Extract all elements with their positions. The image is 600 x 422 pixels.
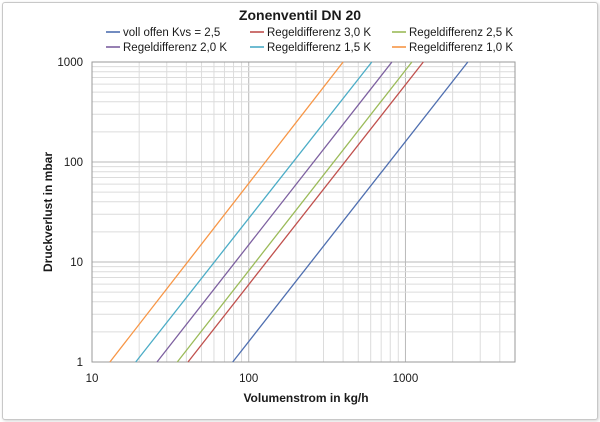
series-line-regeldifferenz-2-5-k	[176, 61, 413, 363]
y-tick-label: 1	[77, 357, 83, 369]
plot-area	[91, 61, 516, 363]
x-axis-title: Volumenstrom in kg/h	[243, 391, 368, 405]
legend: voll offen Kvs = 2,5 Regeldifferenz 3,0 K…	[106, 27, 513, 54]
series-line-regeldifferenz-1-5-k	[135, 61, 373, 363]
legend-label-voll-offen-kvs-2-5: voll offen Kvs = 2,5	[123, 27, 220, 39]
series-lines	[109, 61, 469, 363]
legend-label-regeldifferenz-2-0-k: Regeldifferenz 2,0 K	[123, 42, 227, 54]
legend-label-regeldifferenz-1-0-k: Regeldifferenz 1,0 K	[409, 42, 513, 54]
y-tick-label: 10	[70, 257, 83, 269]
series-line-voll-offen-kvs-2-5	[232, 61, 469, 363]
y-tick-label: 100	[64, 157, 83, 169]
y-tick-labels: 1 10 100 1000	[57, 57, 83, 369]
series-line-regeldifferenz-1-0-k	[109, 61, 344, 363]
chart-title: Zonenventil DN 20	[239, 7, 361, 23]
legend-label-regeldifferenz-1-5-k: Regeldifferenz 1,5 K	[267, 42, 371, 54]
x-tick-label: 10	[86, 373, 99, 385]
x-tick-labels: 10 100 1000	[86, 373, 419, 385]
x-tick-label: 100	[239, 373, 258, 385]
legend-label-regeldifferenz-3-0-k: Regeldifferenz 3,0 K	[267, 27, 371, 39]
series-line-regeldifferenz-3-0-k	[187, 61, 424, 363]
y-axis-title: Druckverlust in mbar	[41, 152, 55, 272]
y-tick-label: 1000	[57, 57, 83, 69]
series-line-regeldifferenz-2-0-k	[156, 61, 393, 363]
grid	[91, 61, 516, 363]
x-tick-label: 1000	[393, 373, 419, 385]
legend-label-regeldifferenz-2-5-k: Regeldifferenz 2,5 K	[409, 27, 513, 39]
